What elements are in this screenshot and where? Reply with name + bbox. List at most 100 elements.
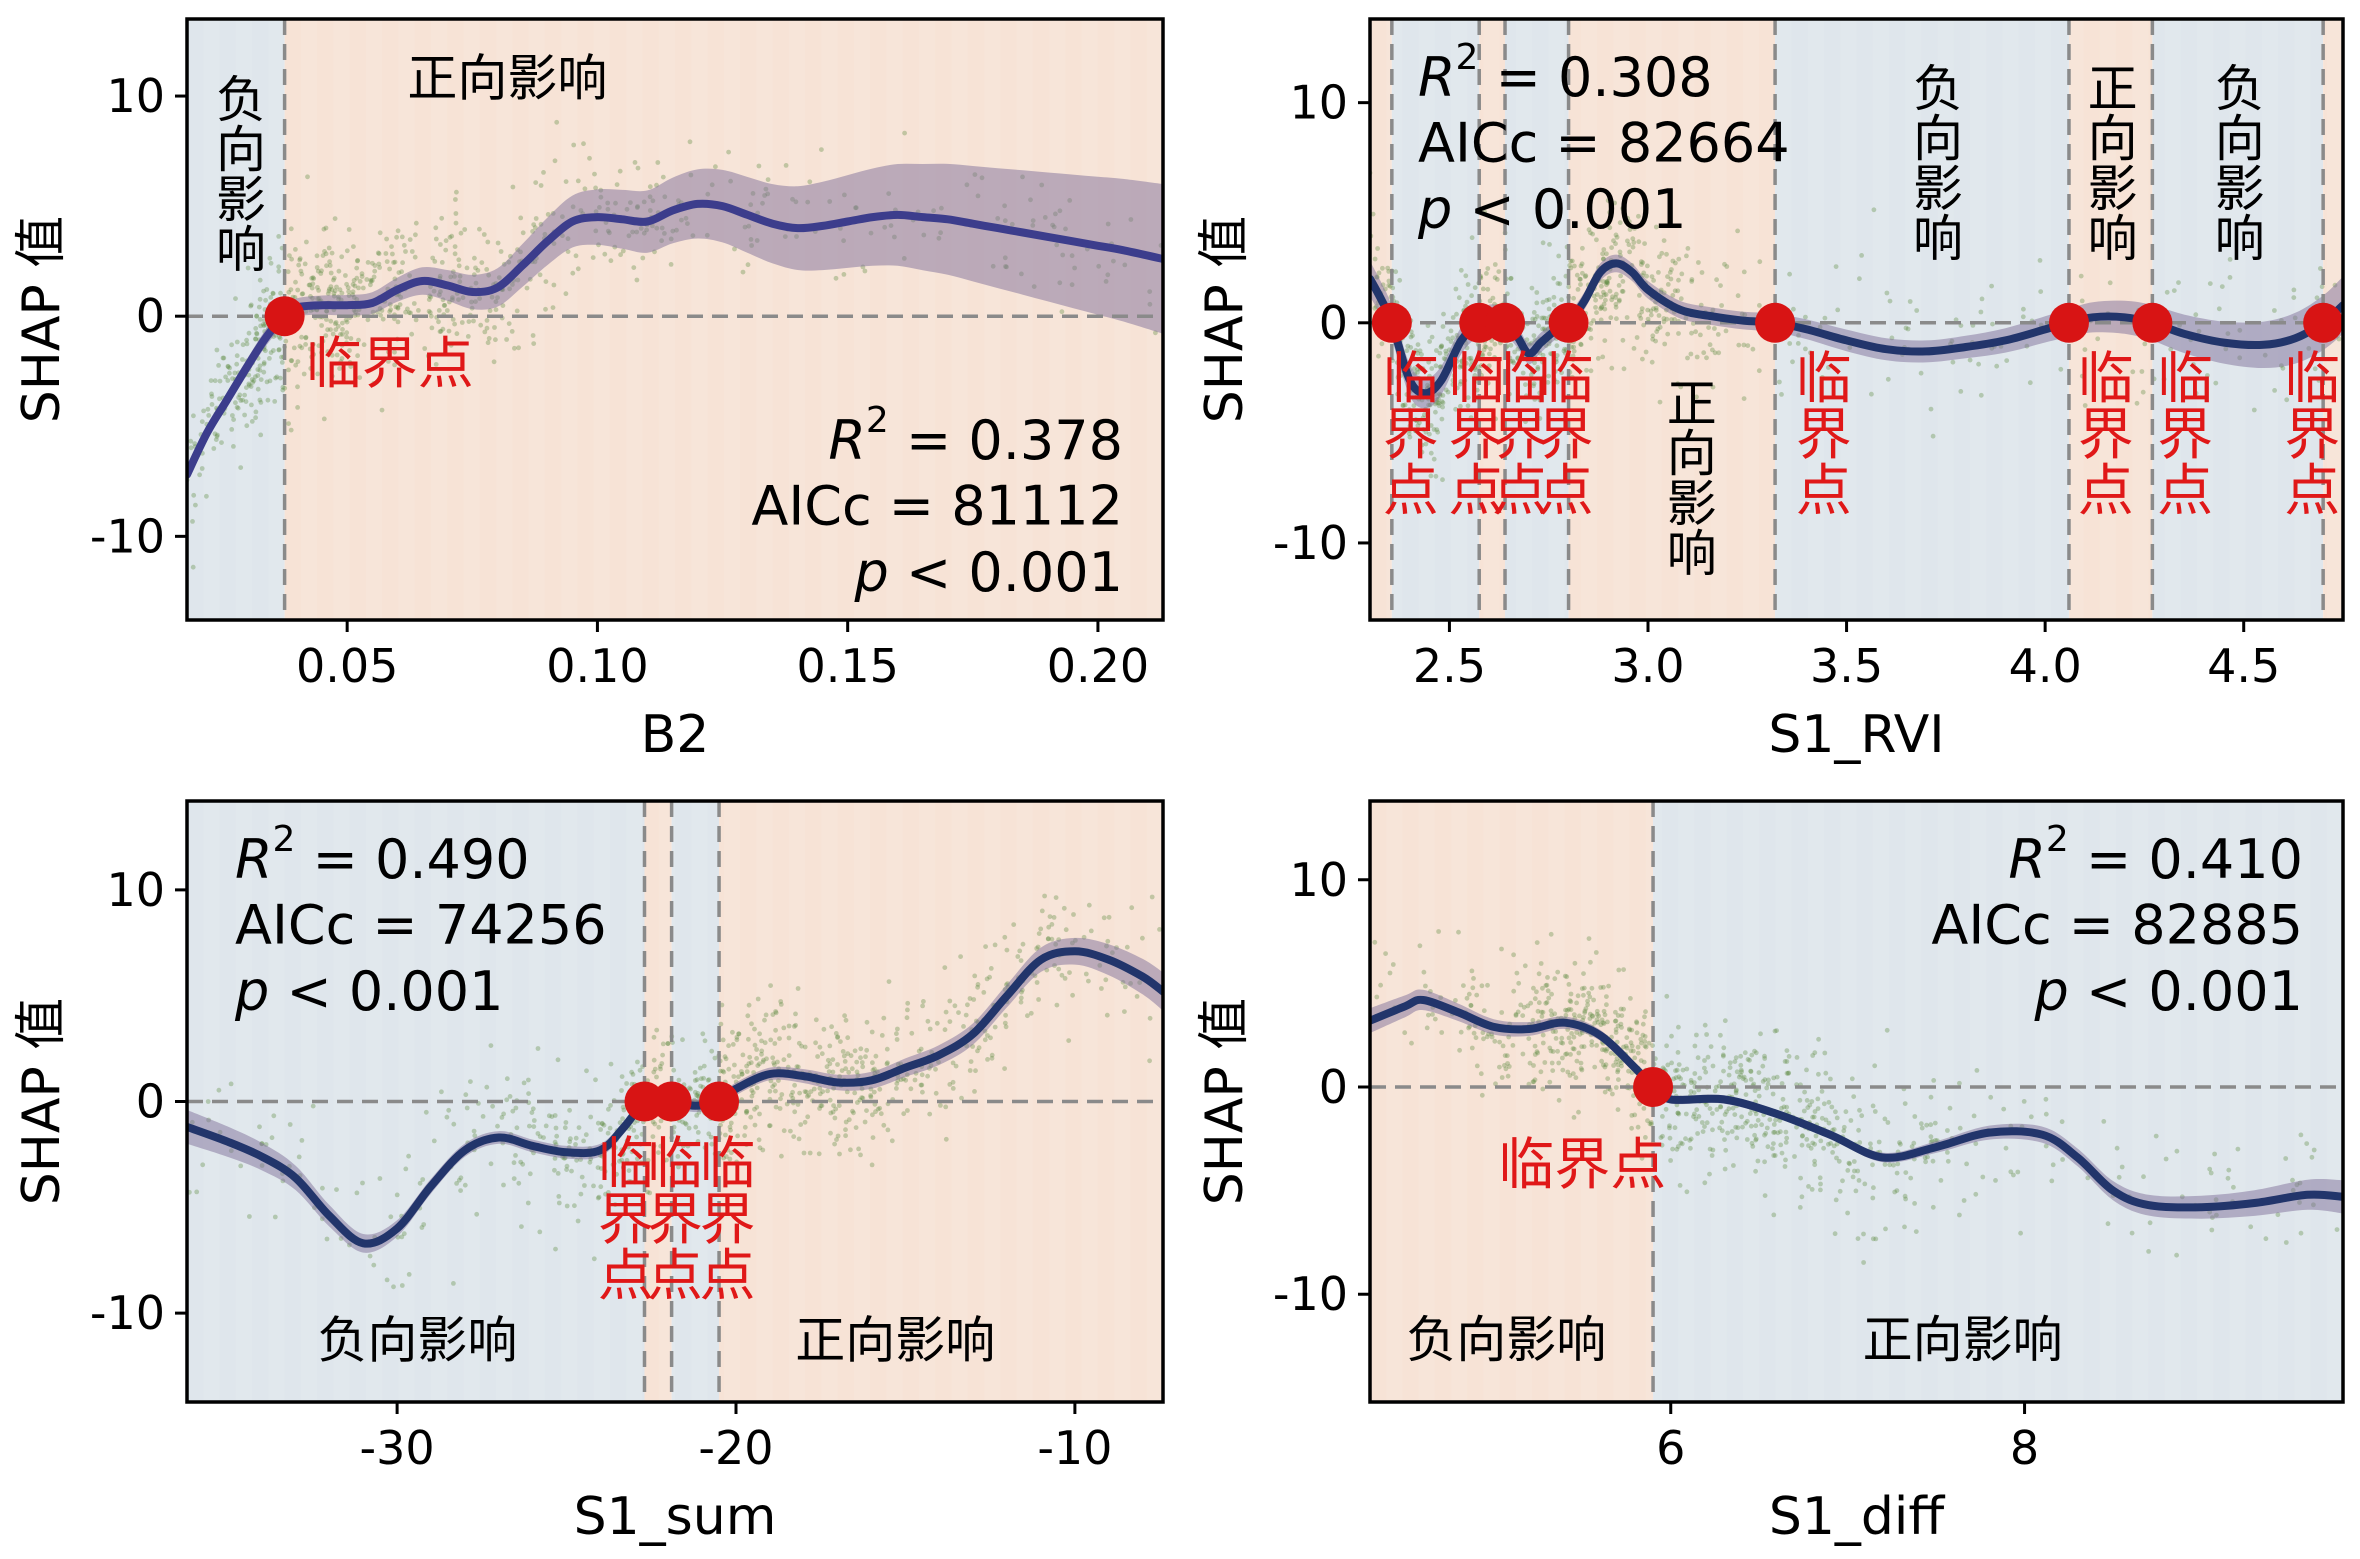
scatter-point bbox=[1587, 1011, 1593, 1017]
scatter-point bbox=[1066, 1038, 1072, 1043]
scatter-point bbox=[356, 337, 361, 343]
scatter-point bbox=[197, 472, 203, 478]
scatter-point bbox=[858, 1055, 863, 1061]
scatter-point bbox=[237, 392, 243, 398]
scatter-point bbox=[552, 1113, 558, 1118]
scatter-point bbox=[702, 1038, 708, 1044]
scatter-point bbox=[386, 359, 391, 364]
scatter-point bbox=[1492, 356, 1498, 362]
scatter-point bbox=[593, 1077, 598, 1083]
scatter-point bbox=[1612, 200, 1617, 206]
scatter-point bbox=[1740, 1076, 1746, 1081]
bg-stripe bbox=[1515, 801, 1533, 1402]
scatter-point bbox=[827, 1043, 833, 1049]
scatter-point bbox=[1071, 912, 1076, 917]
scatter-point bbox=[712, 1151, 718, 1157]
scatter-point bbox=[603, 1191, 608, 1197]
scatter-point bbox=[2142, 341, 2148, 347]
scatter-point bbox=[1639, 1155, 1645, 1161]
scatter-point bbox=[209, 394, 215, 399]
y-tick-label: -10 bbox=[90, 509, 165, 563]
scatter-point bbox=[1565, 1069, 1571, 1075]
scatter-point bbox=[1531, 383, 1536, 389]
scatter-point bbox=[791, 1134, 797, 1139]
scatter-point bbox=[383, 251, 389, 256]
scatter-point bbox=[754, 1047, 759, 1052]
scatter-point bbox=[1610, 294, 1615, 300]
scatter-point bbox=[1645, 1118, 1650, 1124]
scatter-point bbox=[1613, 295, 1618, 300]
scatter-point bbox=[1505, 1073, 1511, 1079]
scatter-point bbox=[1606, 275, 1612, 281]
scatter-point bbox=[1779, 1150, 1785, 1156]
scatter-point bbox=[231, 417, 237, 422]
scatter-point bbox=[1468, 362, 1474, 368]
threshold-marker bbox=[1633, 1066, 1674, 1107]
scatter-point bbox=[1752, 1132, 1757, 1138]
scatter-point bbox=[1732, 1059, 1738, 1064]
scatter-point bbox=[213, 437, 219, 442]
scatter-point bbox=[1534, 314, 1540, 319]
scatter-point bbox=[1485, 380, 1491, 386]
scatter-point bbox=[1515, 356, 1521, 361]
scatter-point bbox=[1783, 1157, 1788, 1163]
stat-aicc: AICc = 74256 bbox=[235, 894, 607, 957]
scatter-point bbox=[338, 359, 344, 365]
scatter-point bbox=[351, 278, 357, 283]
scatter-point bbox=[832, 1141, 837, 1147]
scatter-point bbox=[1909, 1144, 1915, 1149]
scatter-point bbox=[1434, 427, 1440, 433]
scatter-point bbox=[2171, 288, 2177, 293]
scatter-point bbox=[1855, 1168, 1861, 1174]
scatter-point bbox=[2291, 287, 2297, 293]
bg-stripe bbox=[1146, 801, 1163, 1402]
scatter-point bbox=[860, 1095, 866, 1101]
scatter-point bbox=[767, 1123, 772, 1129]
scatter-point bbox=[1550, 1068, 1556, 1073]
scatter-point bbox=[725, 1143, 731, 1149]
scatter-point bbox=[535, 1046, 541, 1051]
scatter-point bbox=[1897, 1140, 1902, 1145]
scatter-point bbox=[531, 341, 537, 346]
scatter-point bbox=[1884, 1027, 1890, 1033]
scatter-point bbox=[1532, 996, 1538, 1002]
scatter-point bbox=[828, 1130, 833, 1136]
scatter-point bbox=[1526, 1036, 1532, 1041]
scatter-point bbox=[1640, 260, 1646, 265]
scatter-point bbox=[713, 164, 718, 170]
scatter-point bbox=[1552, 369, 1558, 374]
scatter-point bbox=[1645, 316, 1651, 322]
scatter-point bbox=[802, 1119, 808, 1125]
scatter-point bbox=[191, 492, 197, 498]
scatter-point bbox=[658, 1066, 663, 1072]
scatter-point bbox=[830, 1069, 836, 1075]
scatter-point bbox=[1914, 308, 1920, 313]
scatter-point bbox=[1724, 1109, 1729, 1115]
scatter-point bbox=[749, 1093, 755, 1099]
scatter-point bbox=[248, 303, 254, 309]
scatter-point bbox=[490, 1103, 495, 1109]
bg-stripe bbox=[1483, 801, 1500, 1402]
scatter-point bbox=[1821, 1145, 1826, 1151]
scatter-point bbox=[1649, 274, 1655, 279]
scatter-point bbox=[2105, 1221, 2111, 1227]
scatter-point bbox=[695, 1091, 701, 1096]
scatter-point bbox=[1436, 400, 1442, 406]
scatter-point bbox=[286, 367, 291, 373]
scatter-point bbox=[1665, 274, 1670, 279]
bg-stripe bbox=[1840, 19, 1857, 620]
scatter-point bbox=[638, 1160, 644, 1165]
scatter-point bbox=[1385, 265, 1391, 271]
scatter-point bbox=[1508, 342, 1514, 348]
scatter-point bbox=[835, 1035, 840, 1040]
scatter-point bbox=[905, 1000, 911, 1006]
scatter-point bbox=[651, 1057, 657, 1063]
stat-r2: R2 = 0.308 bbox=[1418, 37, 1713, 109]
scatter-point bbox=[1689, 1080, 1694, 1086]
scatter-point bbox=[1594, 1043, 1599, 1048]
scatter-point bbox=[744, 1109, 749, 1114]
scatter-point bbox=[1733, 1090, 1739, 1096]
scatter-point bbox=[212, 378, 218, 384]
scatter-point bbox=[1741, 396, 1747, 401]
scatter-point bbox=[253, 374, 258, 380]
